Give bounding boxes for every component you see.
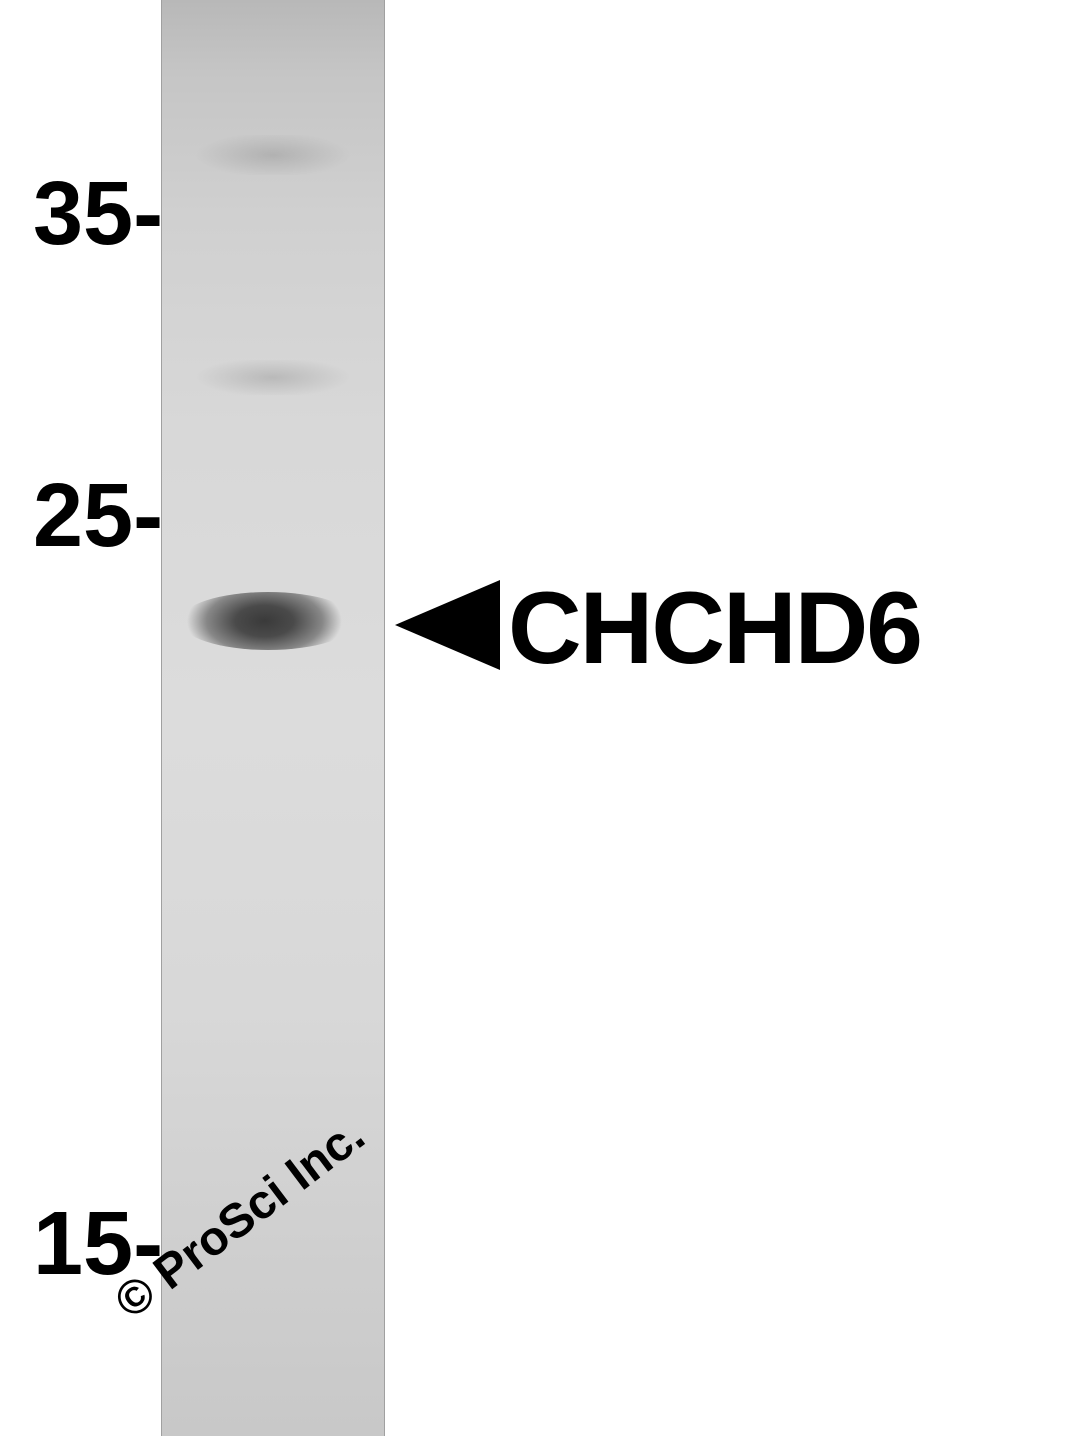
marker-25: 25- bbox=[33, 465, 163, 568]
faint-band-mid bbox=[162, 360, 384, 395]
main-band-chchd6 bbox=[180, 592, 356, 650]
marker-35: 35- bbox=[33, 163, 163, 266]
arrow-pointer-icon bbox=[395, 580, 500, 670]
blot-container: 35- 25- 15- CHCHD6 © ProSci Inc. bbox=[0, 0, 1080, 1436]
target-label: CHCHD6 bbox=[508, 570, 921, 687]
faint-band-upper bbox=[162, 135, 384, 175]
